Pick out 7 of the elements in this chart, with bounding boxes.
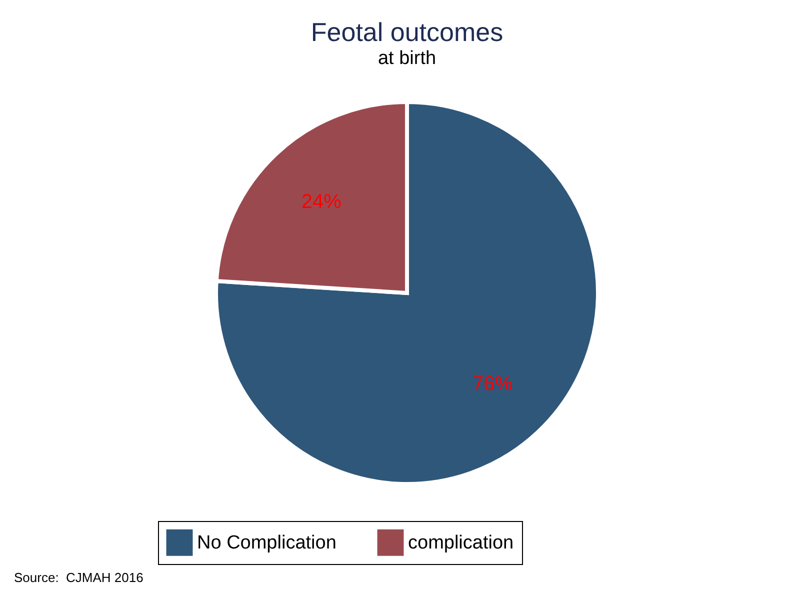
source-note: Source: CJMAH 2016 xyxy=(14,570,144,585)
data-label: 24% xyxy=(301,190,342,213)
data-label: 76% xyxy=(472,373,513,396)
legend-label: No Complication xyxy=(197,532,336,554)
chart-title: Feotal outcomes xyxy=(310,17,504,47)
legend-label: complication xyxy=(408,532,514,554)
chart-subtitle: at birth xyxy=(378,48,436,69)
